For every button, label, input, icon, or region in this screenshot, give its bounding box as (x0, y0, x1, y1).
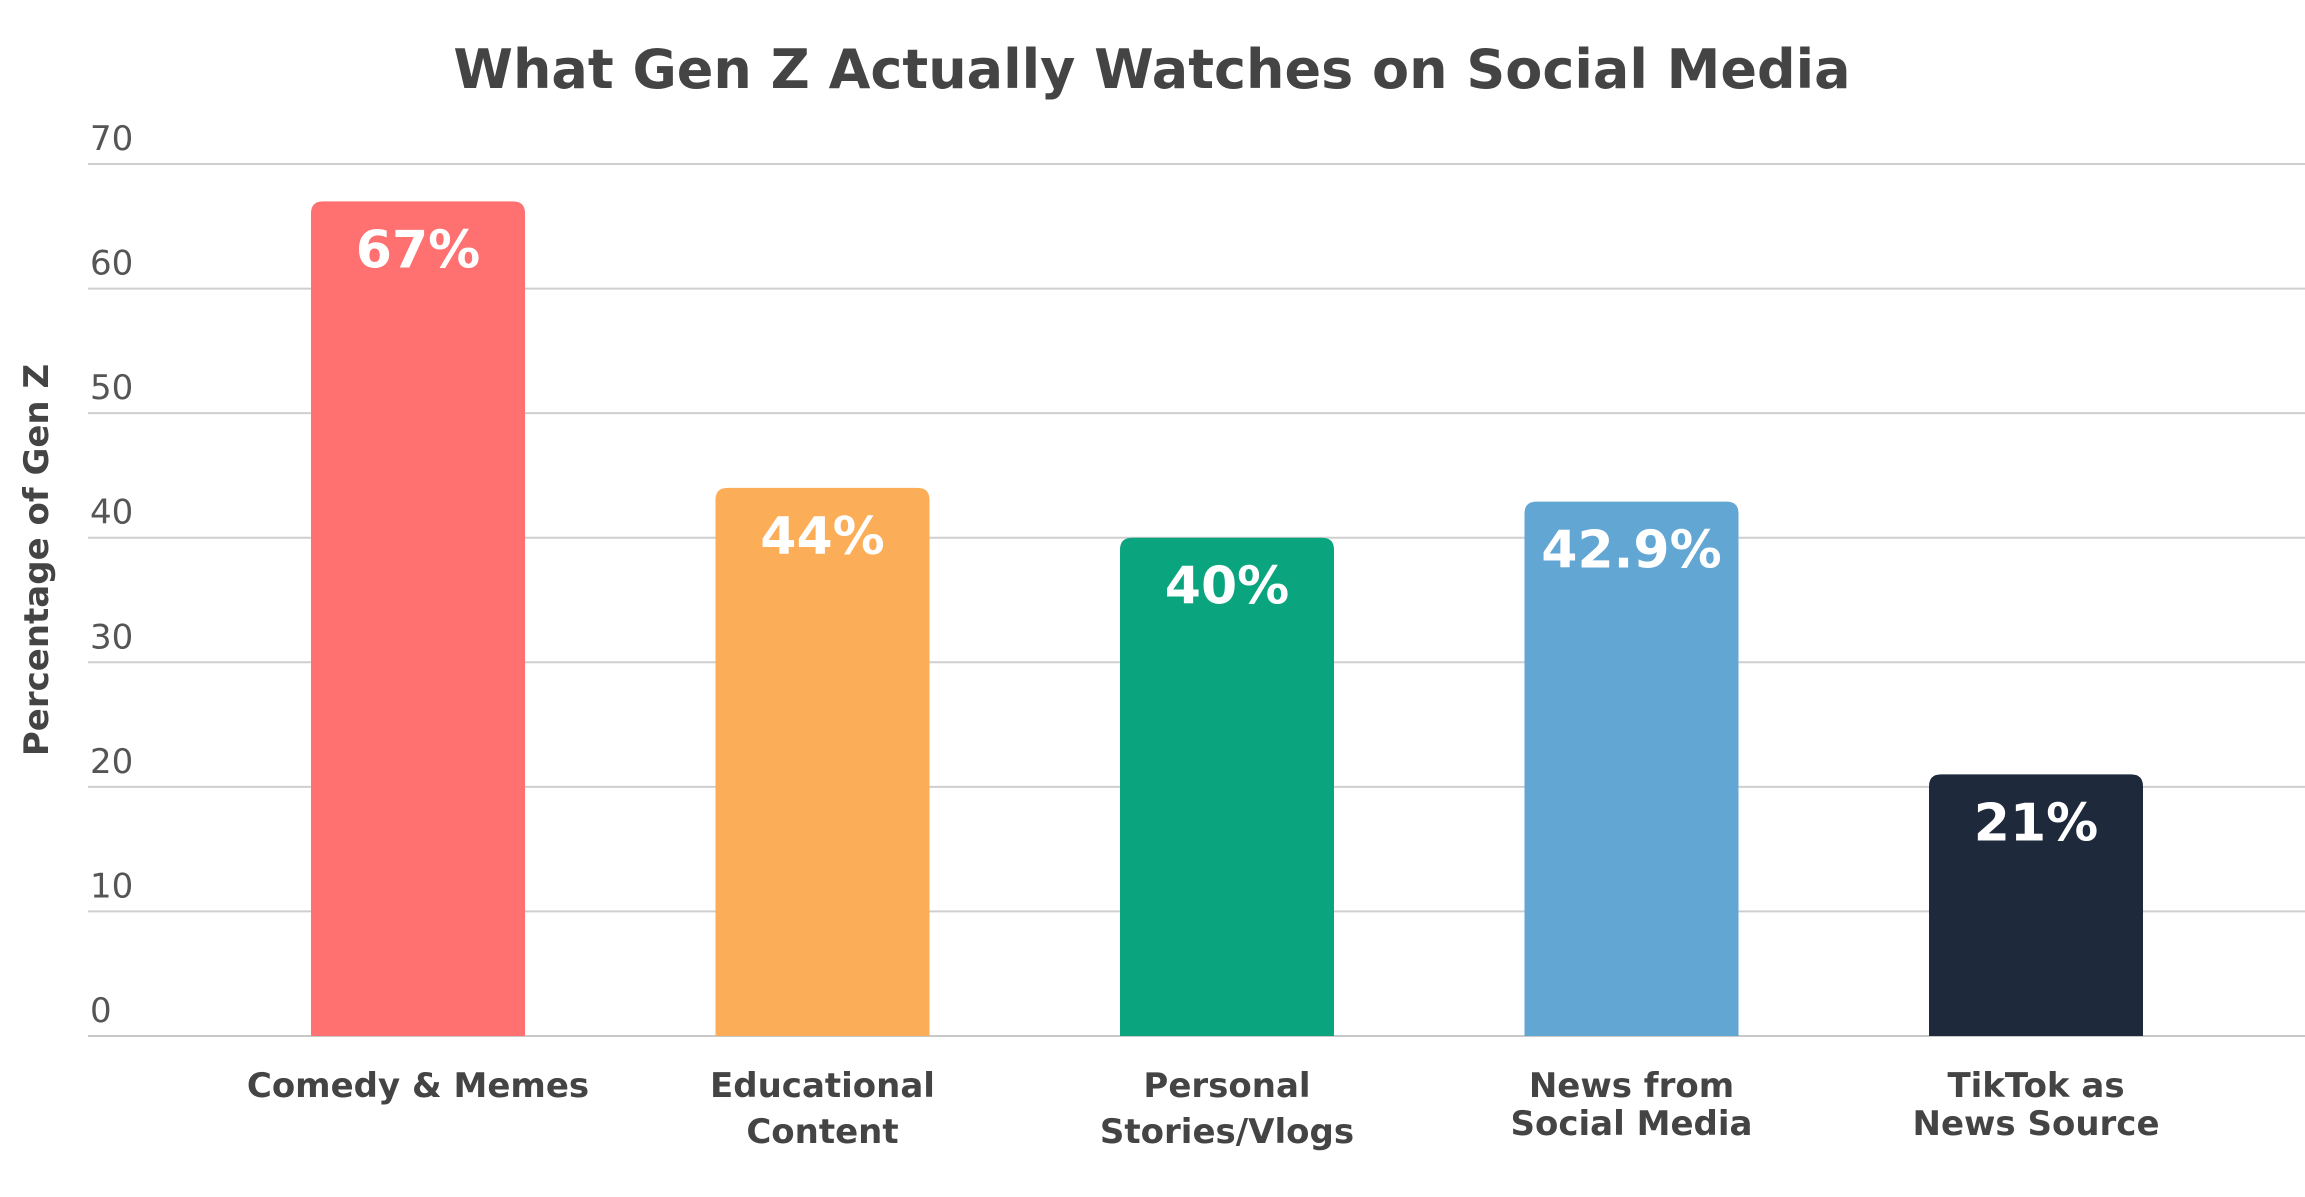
bar (1929, 774, 2143, 1036)
y-tick-label: 20 (90, 742, 133, 782)
category-label: Personal (1143, 1066, 1310, 1106)
y-tick-label: 30 (90, 617, 133, 657)
category-label: Content (746, 1112, 898, 1152)
y-tick-label: 0 (90, 991, 112, 1031)
bars: 67% 44% 40% 42.9% 21% (311, 201, 2143, 1036)
y-tick-label: 40 (90, 493, 133, 533)
bar-value-label: 40% (1165, 557, 1289, 617)
y-tick-label: 10 (90, 866, 133, 906)
bar-value-label: 67% (356, 220, 480, 280)
category-labels: Comedy & Memes Educational Content Personal… (247, 1066, 2160, 1152)
bar (1120, 537, 1334, 1036)
y-tick-label: 60 (90, 244, 133, 284)
category-label: Comedy & Memes (247, 1066, 589, 1106)
category-label: Social Media (1511, 1104, 1753, 1144)
category-label: News Source (1912, 1104, 2159, 1144)
category-label: Educational (710, 1066, 935, 1106)
y-tick-label: 70 (90, 119, 133, 159)
bar (311, 201, 525, 1036)
bar (715, 487, 930, 1036)
bar-value-label: 21% (1974, 793, 2098, 853)
bar-value-label: 42.9% (1541, 521, 1721, 581)
category-label: TikTok as (1947, 1066, 2124, 1106)
bar (1524, 501, 1739, 1036)
chart-title: What Gen Z Actually Watches on Social Me… (453, 38, 1850, 101)
category-label: News from (1529, 1066, 1734, 1106)
y-tick-label: 50 (90, 368, 133, 408)
y-axis-label: Percentage of Gen Z (17, 364, 57, 756)
bar-value-label: 44% (760, 507, 884, 567)
category-label: Stories/Vlogs (1100, 1112, 1354, 1152)
